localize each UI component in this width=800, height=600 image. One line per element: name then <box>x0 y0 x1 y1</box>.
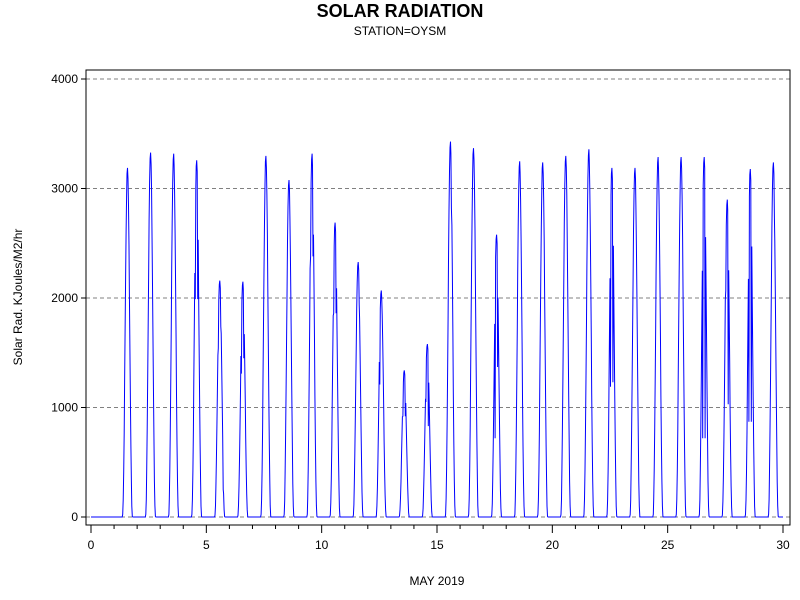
y-tick-label: 3000 <box>51 182 78 196</box>
series-layer <box>91 141 783 518</box>
chart-subtitle: STATION=OYSM <box>354 24 447 38</box>
series-line <box>91 141 783 518</box>
x-tick-label: 0 <box>88 538 95 552</box>
y-tick-label: 1000 <box>51 401 78 415</box>
axis-ticks: 0 1000 2000 3000 4000 0 5 10 15 20 25 30 <box>51 72 790 552</box>
x-tick-label: 5 <box>203 538 210 552</box>
chart-title: SOLAR RADIATION <box>317 1 484 21</box>
x-tick-label: 25 <box>661 538 675 552</box>
x-tick-label: 30 <box>776 538 790 552</box>
y-tick-label: 2000 <box>51 291 78 305</box>
x-tick-label: 10 <box>315 538 329 552</box>
y-tick-label: 4000 <box>51 72 78 86</box>
y-tick-label: 0 <box>71 510 78 524</box>
x-tick-label: 20 <box>546 538 560 552</box>
x-tick-label: 15 <box>430 538 444 552</box>
x-axis-label: MAY 2019 <box>410 574 465 588</box>
y-axis-label: Solar Rad. KJoules/M2/hr <box>11 229 25 366</box>
